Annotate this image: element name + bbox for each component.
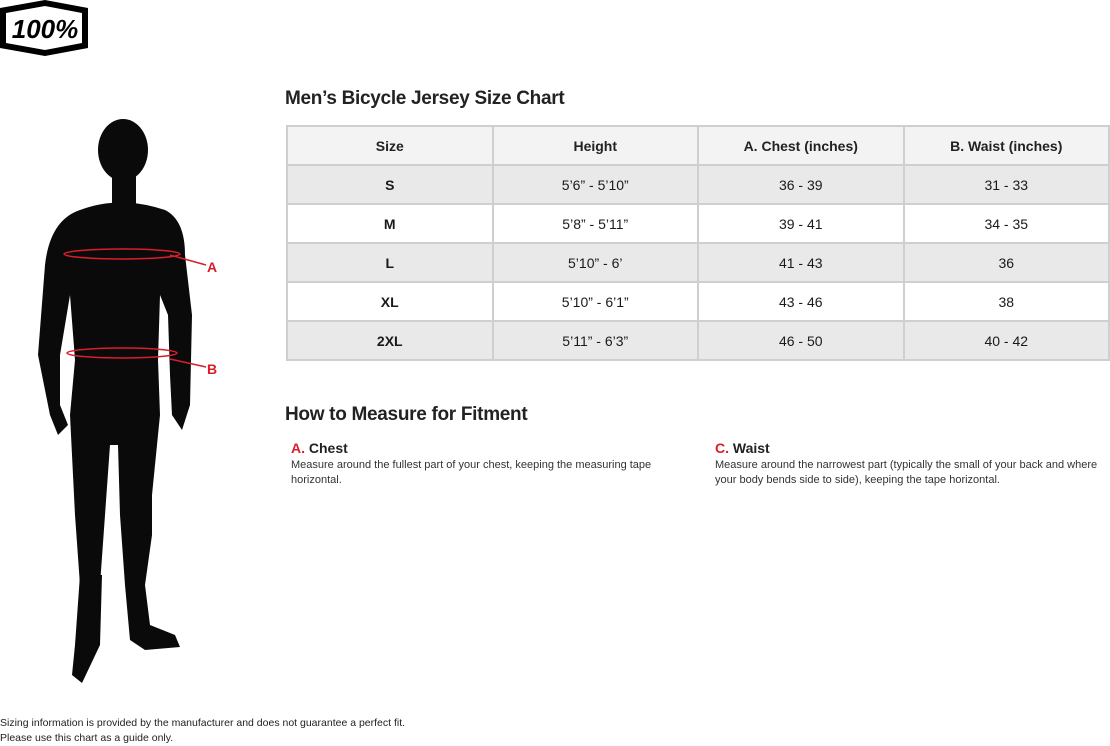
table-header: Size Height A. Chest (inches) B. Waist (… <box>286 125 1110 166</box>
svg-text:100%: 100% <box>12 14 79 44</box>
measure-waist: C. Waist Measure around the narrowest pa… <box>715 441 1110 488</box>
size-cell: XL <box>286 281 494 322</box>
measure-letter: A. <box>291 440 305 456</box>
measure-label: Chest <box>308 440 348 456</box>
waist-cell: 34 - 35 <box>902 203 1110 244</box>
label-a: A <box>207 259 217 275</box>
chest-cell: 43 - 46 <box>697 281 905 322</box>
brand-logo: 100% <box>0 0 88 56</box>
header-height: Height <box>491 125 699 166</box>
silhouette-icon <box>38 119 192 683</box>
disclaimer: Sizing information is provided by the ma… <box>0 716 405 746</box>
body-silhouette: A B <box>38 119 217 683</box>
page-title: Men’s Bicycle Jersey Size Chart <box>285 88 565 109</box>
disclaimer-line-1: Sizing information is provided by the ma… <box>0 717 406 729</box>
label-b: B <box>207 361 217 377</box>
measure-chest: A. Chest Measure around the fullest part… <box>291 441 671 488</box>
chest-cell: 36 - 39 <box>697 164 905 205</box>
waist-cell: 38 <box>902 281 1110 322</box>
measure-letter: C. <box>715 440 729 456</box>
howto-title: How to Measure for Fitment <box>285 404 528 425</box>
height-cell: 5’6” - 5’10” <box>491 164 699 205</box>
header-waist: B. Waist (inches) <box>902 125 1110 166</box>
header-size: Size <box>286 125 494 166</box>
waist-cell: 36 <box>902 242 1110 283</box>
chest-cell: 41 - 43 <box>697 242 905 283</box>
disclaimer-line-2: Please use this chart as a guide only. <box>0 732 174 744</box>
table-row: S 5’6” - 5’10” 36 - 39 31 - 33 <box>286 164 1110 205</box>
table-row: 2XL 5’11” - 6’3” 46 - 50 40 - 42 <box>286 320 1110 361</box>
waist-cell: 31 - 33 <box>902 164 1110 205</box>
chest-cell: 39 - 41 <box>697 203 905 244</box>
size-cell: M <box>286 203 494 244</box>
size-cell: 2XL <box>286 320 494 361</box>
size-cell: S <box>286 164 494 205</box>
table-row: XL 5’10” - 6’1” 43 - 46 38 <box>286 281 1110 322</box>
height-cell: 5’8” - 5’11” <box>491 203 699 244</box>
height-cell: 5’10” - 6’1” <box>491 281 699 322</box>
measure-text: Measure around the narrowest part (typic… <box>715 459 1098 486</box>
size-cell: L <box>286 242 494 283</box>
chest-cell: 46 - 50 <box>697 320 905 361</box>
measure-text: Measure around the fullest part of your … <box>291 459 652 486</box>
height-cell: 5’10” - 6’ <box>491 242 699 283</box>
size-table: Size Height A. Chest (inches) B. Waist (… <box>286 125 1110 361</box>
waist-cell: 40 - 42 <box>902 320 1110 361</box>
table-row: L 5’10” - 6’ 41 - 43 36 <box>286 242 1110 283</box>
header-chest: A. Chest (inches) <box>697 125 905 166</box>
table-row: M 5’8” - 5’11” 39 - 41 34 - 35 <box>286 203 1110 244</box>
measure-label: Waist <box>732 440 770 456</box>
height-cell: 5’11” - 6’3” <box>491 320 699 361</box>
